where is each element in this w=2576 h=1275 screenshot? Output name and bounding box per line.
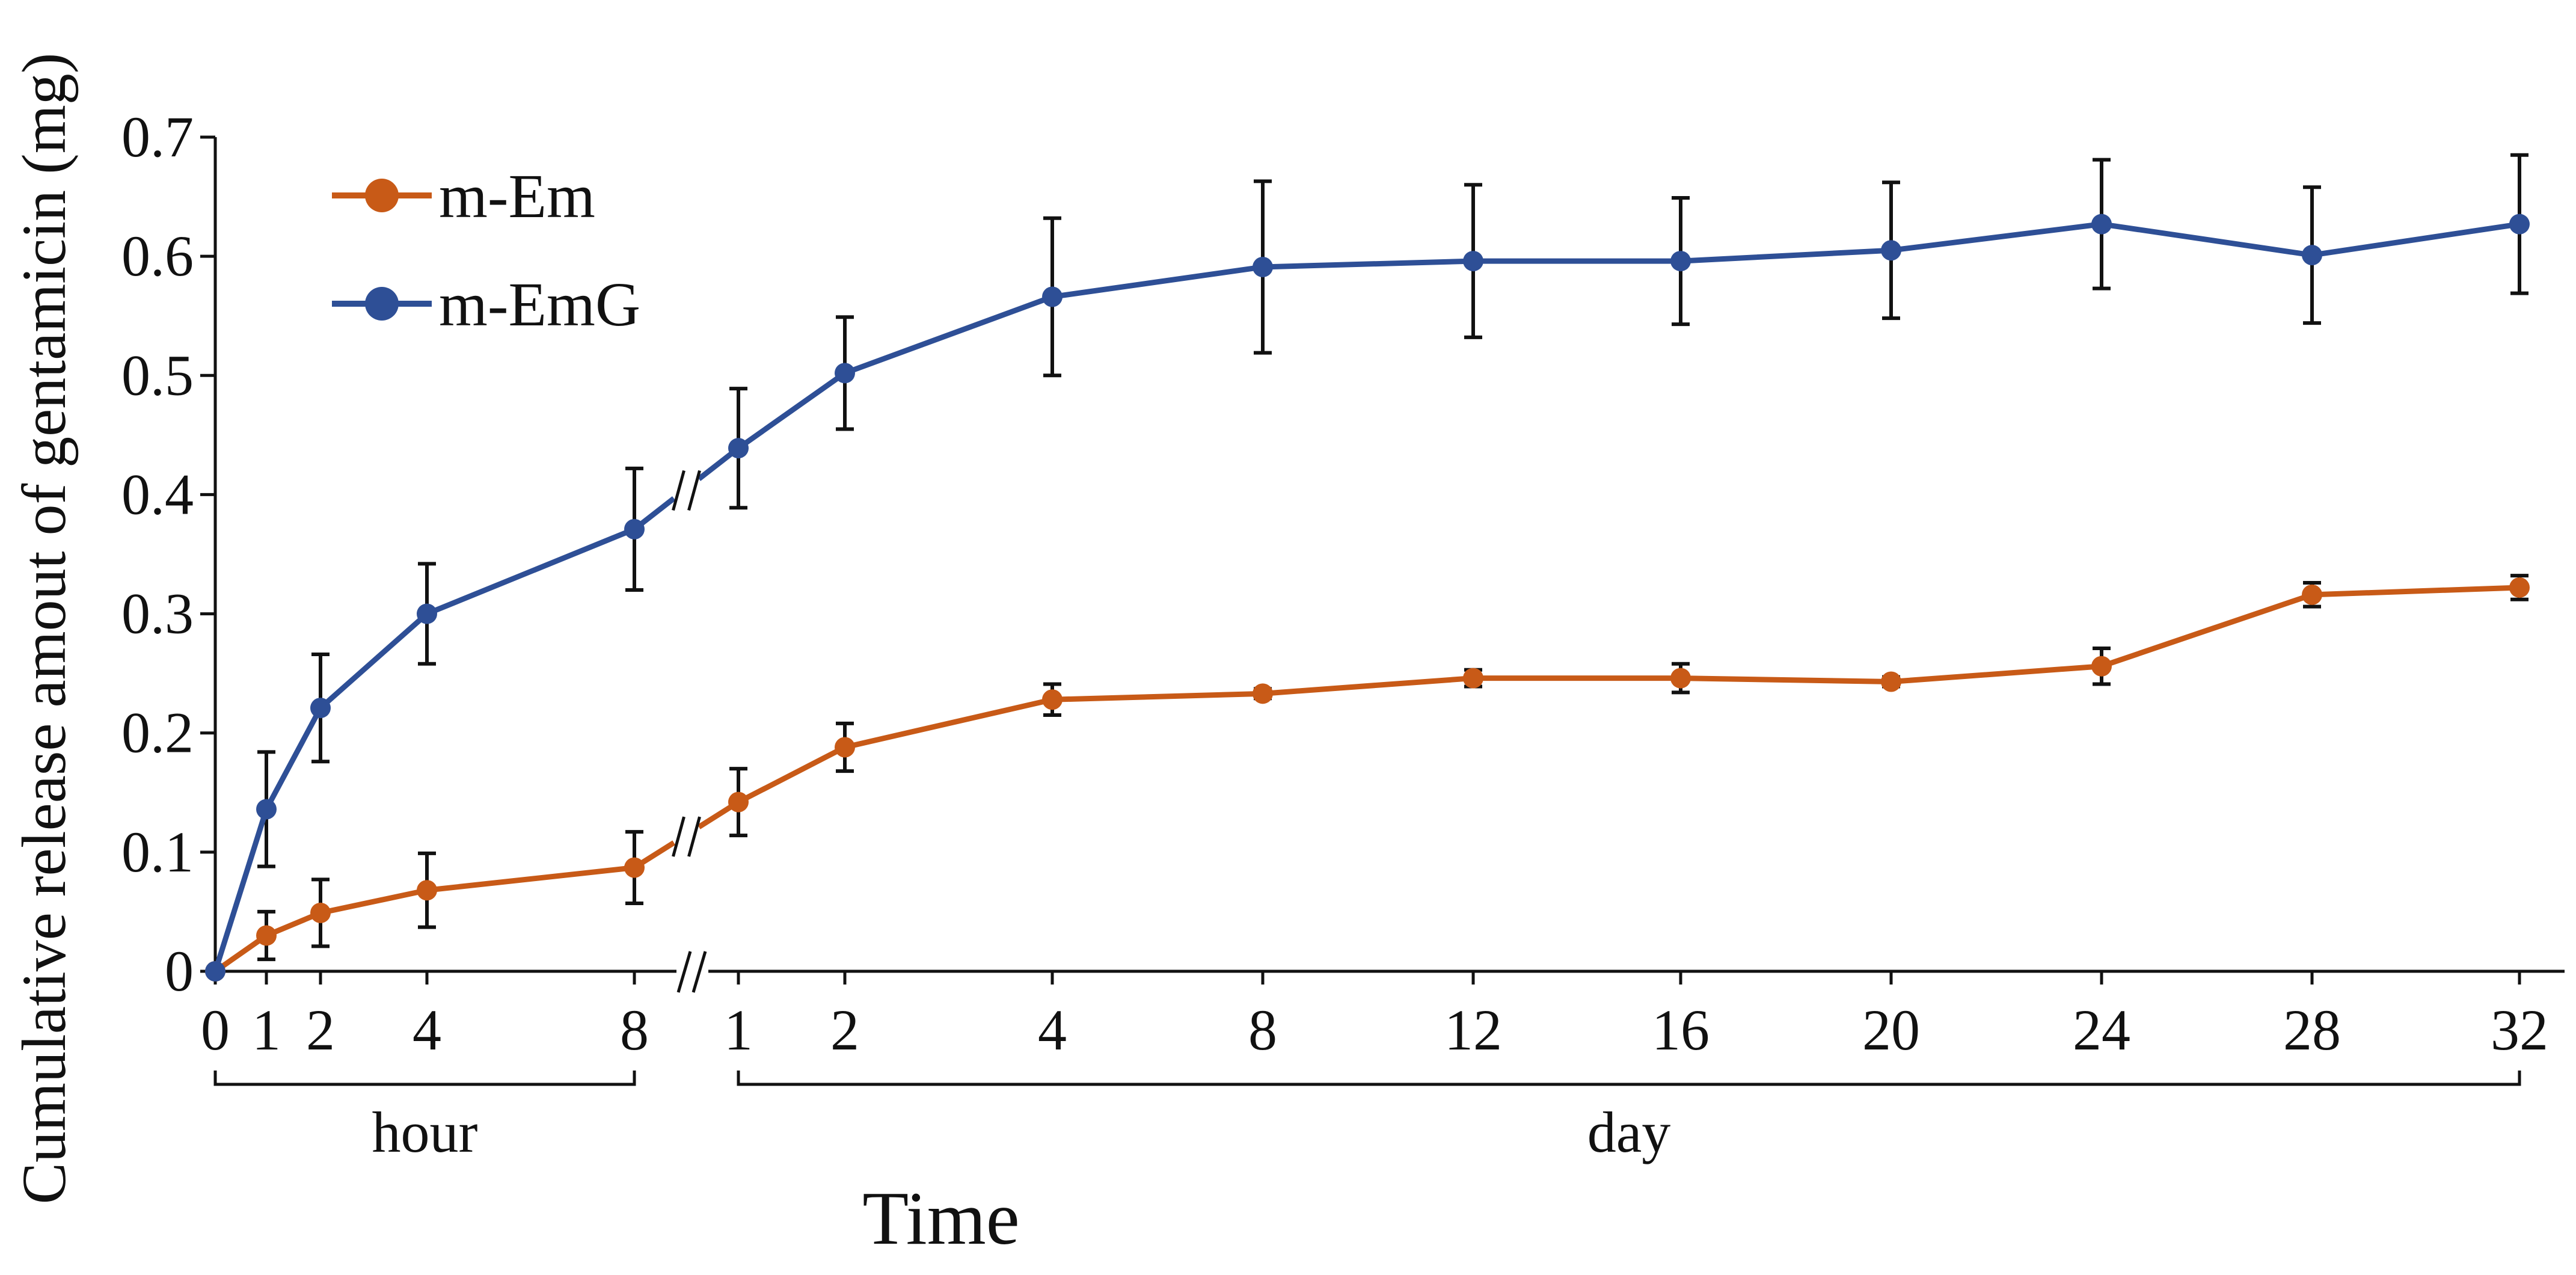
data-point-m-Em [2509, 577, 2530, 598]
group-brackets: hour day [213, 1071, 2521, 1164]
data-point-m-Em [728, 791, 749, 813]
group-label: day [1587, 1100, 1671, 1164]
data-point-m-EmG [835, 363, 855, 384]
group-bracket [737, 1071, 2521, 1086]
data-point-m-EmG [728, 438, 749, 459]
x-tick-label: 2 [830, 998, 859, 1062]
y-tick-label: 0.4 [121, 462, 194, 526]
legend-marker [365, 287, 399, 321]
x-tick-label: 16 [1652, 998, 1710, 1062]
axes [213, 137, 2565, 993]
x-tick-label: 32 [2491, 998, 2548, 1062]
data-point-m-EmG [624, 518, 645, 539]
y-tick-label: 0.1 [121, 820, 194, 884]
x-tick-label: 20 [1862, 998, 1920, 1062]
x-tick-label: 24 [2073, 998, 2130, 1062]
data-point-m-Em [1881, 671, 1901, 692]
series-line-m-EmG [212, 526, 636, 972]
series-break-mark [672, 816, 685, 857]
series-break-mark [672, 470, 685, 511]
data-point-m-Em [1670, 668, 1691, 689]
x-ticks: 0 1 2 4 8 1 2 4 8 12 16 20 24 28 32 [201, 971, 2548, 1062]
data-point-m-EmG [310, 698, 331, 719]
y-tick-label: 0.2 [121, 701, 194, 765]
group-bracket [213, 1071, 636, 1086]
data-point-m-EmG [1463, 251, 1483, 272]
x-tick-label: 4 [1038, 998, 1067, 1062]
x-tick-label: 1 [724, 998, 753, 1062]
legend-marker [365, 179, 399, 212]
y-ticks: 0 0.1 0.2 0.3 0.4 0.5 0.6 0.7 [121, 105, 215, 1003]
data-points [205, 214, 2530, 982]
data-point-m-EmG [1042, 286, 1063, 307]
data-point-m-EmG [1253, 256, 1273, 277]
data-point-m-Em [2302, 584, 2322, 605]
series-break-mark [687, 816, 701, 857]
y-tick-label: 0.6 [121, 224, 194, 288]
x-tick-label: 4 [412, 998, 441, 1062]
y-tick-label: 0 [165, 939, 194, 1003]
data-point-m-Em [835, 737, 855, 758]
data-point-m-EmG [1670, 251, 1691, 272]
x-tick-label: 8 [620, 998, 649, 1062]
group-label: hour [372, 1100, 478, 1164]
data-point-m-Em [310, 902, 331, 923]
x-tick-label: 2 [306, 998, 335, 1062]
y-tick-label: 0.7 [121, 105, 194, 169]
data-point-m-EmG [417, 603, 437, 624]
data-point-m-EmG [256, 799, 277, 820]
data-point-m-Em [2091, 656, 2112, 677]
data-point-m-EmG [1881, 240, 1901, 261]
x-tick-label: 28 [2283, 998, 2341, 1062]
series-line-m-Em [737, 585, 2520, 805]
x-axis-label: Time [862, 1177, 1019, 1261]
data-point-m-EmG [2091, 214, 2112, 235]
data-point-m-Em [624, 857, 645, 878]
data-point-m-Em [1253, 683, 1273, 704]
x-tick-label: 1 [252, 998, 281, 1062]
y-axis-label: Cumulative release amout of gentamicin (… [10, 53, 79, 1205]
x-tick-label: 8 [1248, 998, 1277, 1062]
x-tick-label: 0 [201, 998, 230, 1062]
axis-break-mark [692, 951, 707, 993]
legend-label: m-Em [439, 162, 595, 231]
legend-label: m-EmG [439, 270, 640, 339]
data-point-m-EmG [2302, 245, 2322, 266]
y-tick-label: 0.3 [121, 582, 194, 646]
data-point-m-Em [1463, 668, 1483, 689]
data-point-m-Em [417, 880, 437, 901]
data-point-m-EmG [2509, 214, 2530, 235]
x-tick-label: 12 [1444, 998, 1502, 1062]
data-point-m-Em [256, 925, 277, 946]
data-point-m-Em [1042, 689, 1063, 710]
data-point-m-EmG [205, 961, 225, 982]
axis-break-mark [676, 951, 692, 993]
series-break-mark [687, 470, 701, 511]
legend: m-Em m-EmG [332, 162, 640, 339]
series-line-m-EmG [737, 221, 2520, 450]
y-tick-label: 0.5 [121, 343, 194, 407]
